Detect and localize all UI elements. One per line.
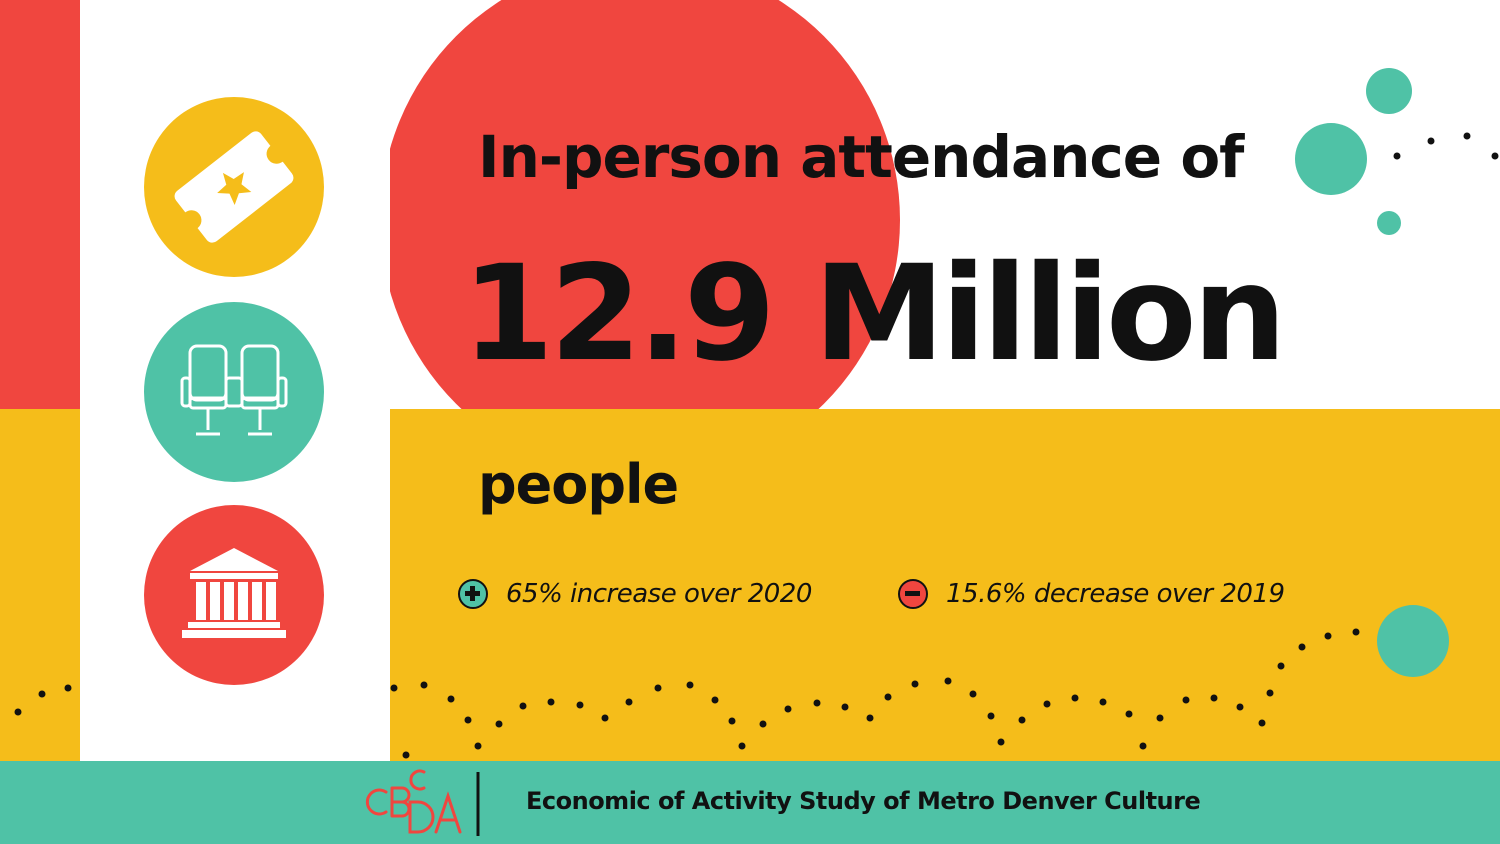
- minus-circle-icon: [898, 579, 928, 609]
- decorative-dots: [1393, 132, 1499, 160]
- decorative-red-circle: [380, 0, 900, 480]
- stat-increase: 65% increase over 2020: [458, 576, 812, 612]
- left-red-block: [0, 0, 80, 410]
- decorative-dots: [14, 628, 1360, 759]
- decorative-teal-circle: [1377, 211, 1401, 235]
- cbca-logo: [365, 769, 480, 836]
- decorative-teal-circle: [1366, 68, 1412, 114]
- stat-decrease-text: 15.6% decrease over 2019: [946, 579, 1285, 609]
- plus-circle-icon: [458, 579, 488, 609]
- attendance-unit: people: [478, 453, 679, 516]
- theater-seats-icon: [144, 302, 324, 482]
- footer-bar: [0, 761, 1500, 844]
- decorative-teal-circle: [1377, 605, 1449, 677]
- ticket-icon: [144, 97, 324, 277]
- stat-decrease: 15.6% decrease over 2019: [898, 576, 1285, 612]
- stat-increase-text: 65% increase over 2020: [506, 579, 812, 609]
- attendance-figure: 12.9 Million: [462, 237, 1287, 391]
- museum-icon: [144, 505, 324, 685]
- headline: In-person attendance of: [478, 123, 1244, 191]
- decorative-teal-circle: [1295, 123, 1367, 195]
- footer-title: Economic of Activity Study of Metro Denv…: [526, 787, 1201, 815]
